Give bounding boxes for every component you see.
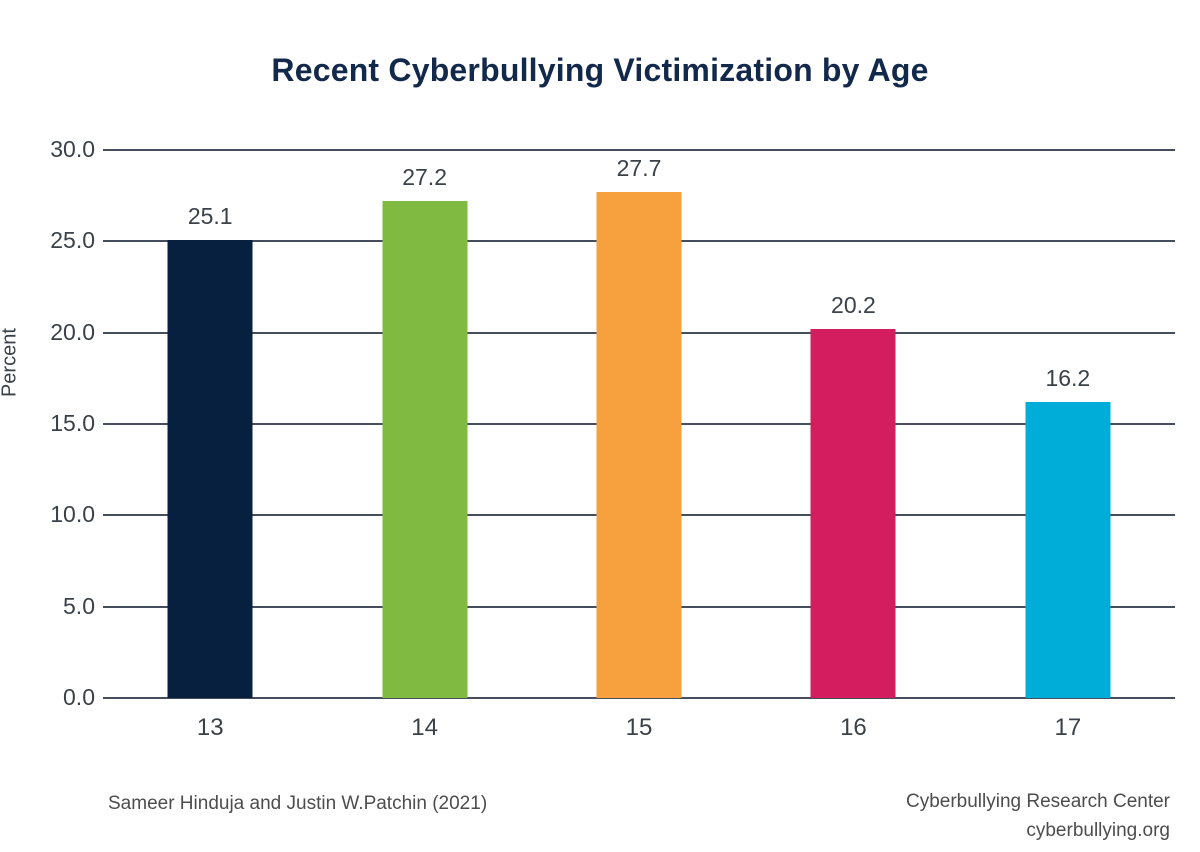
org-name: Cyberbullying Research Center	[905, 791, 1170, 812]
y-tick-label-15.0: 15.0	[50, 410, 95, 436]
gridline-30.0	[103, 149, 1175, 151]
chart-title: Recent Cyberbullying Victimization by Ag…	[271, 52, 929, 88]
org-website: cyberbullying.org	[1026, 820, 1170, 841]
bar-age-15	[596, 192, 682, 698]
bar-value-label-age-16: 20.2	[831, 292, 876, 319]
plot-area: 0.0 5.0 10.0 15.0 20.0 25.0 30.0 25.1 13 27.2 14 27…	[50, 138, 1175, 741]
bar-value-label-age-15: 27.7	[616, 155, 662, 182]
bar-value-label-age-13: 25.1	[187, 202, 233, 229]
y-tick-label-30.0: 30.0	[50, 136, 95, 162]
y-tick-label-25.0: 25.0	[50, 227, 95, 254]
source-attribution: Sameer Hinduja and Justin W.Patchin (202…	[108, 793, 488, 814]
bar-group-age-15: 27.7 15	[532, 150, 746, 741]
x-tick-label-age-14: 14	[411, 714, 438, 741]
org-attribution: Cyberbullying Research Center cyberbully…	[906, 787, 1170, 845]
bar-group-age-14: 27.2 14	[317, 150, 531, 741]
x-tick-label-age-15: 15	[625, 714, 653, 741]
bar-group-age-17: 16.2 17	[961, 150, 1175, 741]
bar-value-label-age-17: 16.2	[1045, 365, 1091, 392]
bar-age-14	[382, 201, 468, 698]
y-tick-label-0.0: 0.0	[63, 684, 95, 710]
bar-row: 25.1 13 27.2 14 27.7 15 20.2 16 16.2 17	[103, 150, 1175, 741]
y-tick-label-20.0: 20.0	[50, 318, 95, 345]
bar-age-13	[167, 239, 253, 698]
y-axis-title: Percent	[0, 328, 21, 398]
gridline-0.0	[103, 697, 1175, 699]
y-tick-label-5.0: 5.0	[63, 592, 95, 619]
bar-group-age-16: 20.2 16	[746, 150, 960, 741]
bar-group-age-13: 25.1 13	[103, 150, 317, 741]
x-tick-label-age-13: 13	[196, 714, 224, 741]
x-tick-label-age-17: 17	[1054, 714, 1082, 741]
y-tick-label-10.0: 10.0	[50, 501, 95, 528]
bar-age-17	[1025, 402, 1111, 698]
x-tick-label-age-16: 16	[840, 714, 867, 741]
bar-value-label-age-14: 27.2	[402, 164, 447, 191]
bar-age-16	[810, 329, 896, 698]
